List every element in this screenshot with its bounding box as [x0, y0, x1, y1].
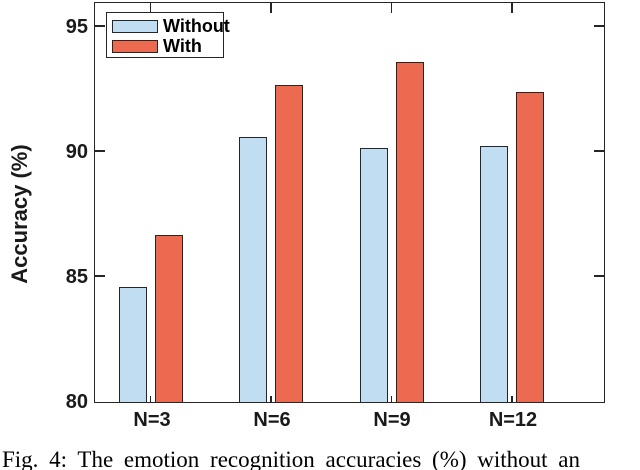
- figure-caption: Fig. 4: The emotion recognition accuraci…: [2, 447, 581, 470]
- bar-without-n=3: [118, 287, 147, 402]
- x-tick-label-n3: N=3: [133, 409, 171, 431]
- y-tick-left-90: [95, 150, 105, 152]
- legend-swatch-without: [112, 20, 158, 33]
- x-tick-bottom-N=3: [149, 396, 152, 402]
- y-tick-label-80: 80: [65, 391, 88, 413]
- legend-swatch-with: [112, 40, 158, 53]
- bar-without-n=12: [480, 145, 509, 402]
- y-tick-label-90: 90: [65, 141, 88, 163]
- y-tick-right-90: [594, 150, 604, 152]
- y-tick-right-95: [594, 25, 604, 27]
- y-tick-label-85: 85: [65, 266, 88, 288]
- x-tick-label-n6: N=6: [253, 409, 291, 431]
- x-tick-top-N=9: [390, 3, 393, 13]
- x-tick-label-n12: N=12: [488, 409, 538, 431]
- plot-area: [94, 2, 605, 403]
- y-tick-label-95: 95: [65, 16, 88, 38]
- x-tick-top-N=12: [511, 3, 513, 13]
- bar-with-n=9: [395, 62, 424, 402]
- legend-row-without: Without: [112, 17, 230, 35]
- x-tick-bottom-N=9: [390, 396, 393, 402]
- x-tick-top-N=6: [270, 3, 272, 13]
- legend-row-with: With: [112, 36, 223, 56]
- legend-label-without: Without: [163, 16, 230, 36]
- x-tick-bottom-N=6: [270, 396, 272, 402]
- bar-without-n=9: [359, 148, 388, 402]
- legend-label-with: With: [163, 36, 202, 56]
- y-tick-left-85: [95, 275, 105, 277]
- bar-with-n=12: [516, 92, 545, 402]
- bar-without-n=6: [239, 137, 268, 402]
- y-tick-right-85: [594, 275, 604, 277]
- y-tick-left-95: [95, 25, 105, 27]
- x-tick-bottom-N=12: [511, 396, 513, 402]
- bar-with-n=3: [154, 234, 183, 402]
- y-axis-label: Accuracy (%): [7, 144, 32, 284]
- x-tick-label-n9: N=9: [373, 409, 411, 431]
- legend: Without With: [106, 12, 230, 58]
- bar-with-n=6: [275, 84, 304, 402]
- x-tick-top-N=3: [149, 3, 152, 13]
